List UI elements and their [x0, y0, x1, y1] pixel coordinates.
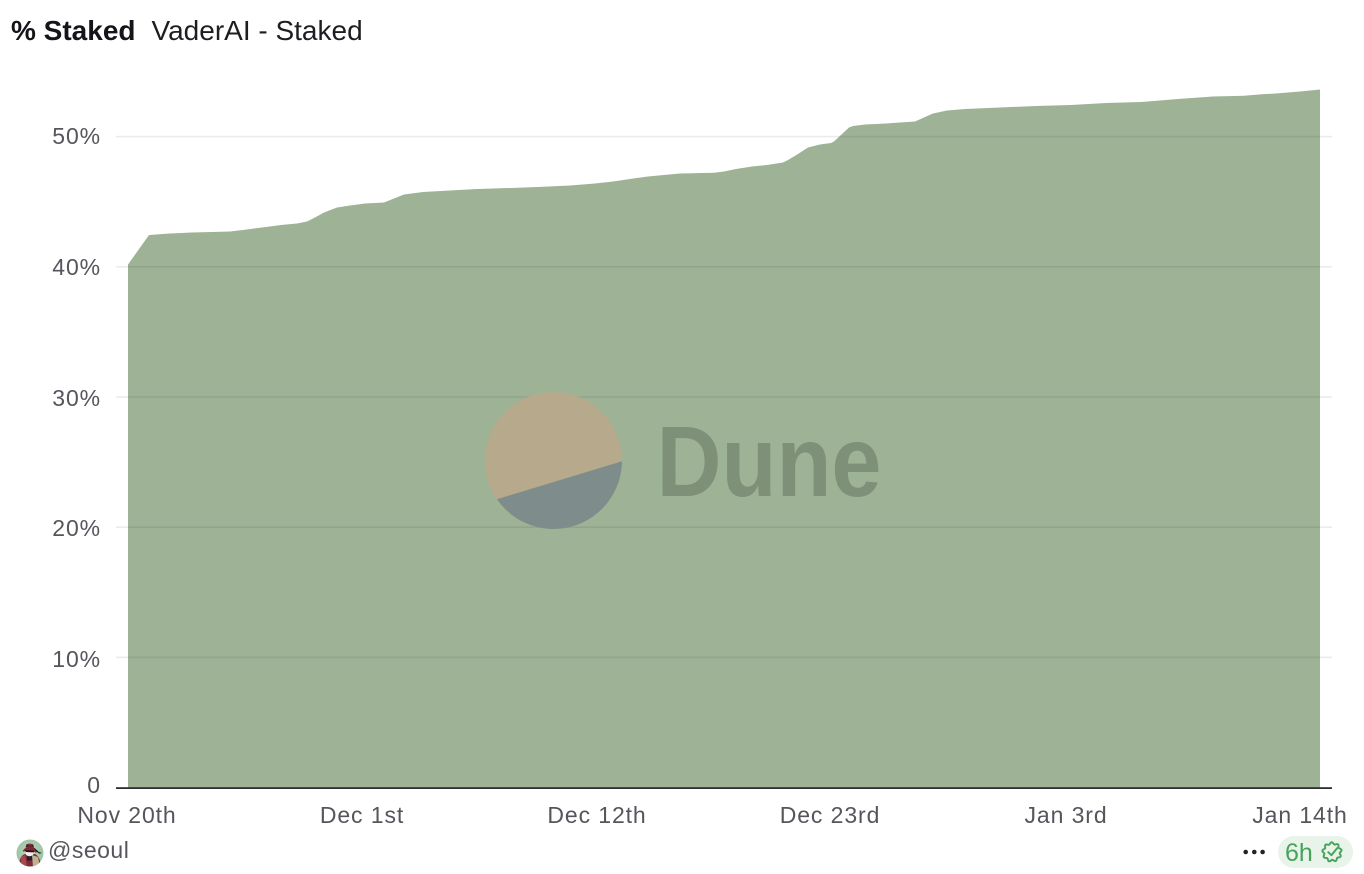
- svg-text:Dune: Dune: [657, 407, 882, 518]
